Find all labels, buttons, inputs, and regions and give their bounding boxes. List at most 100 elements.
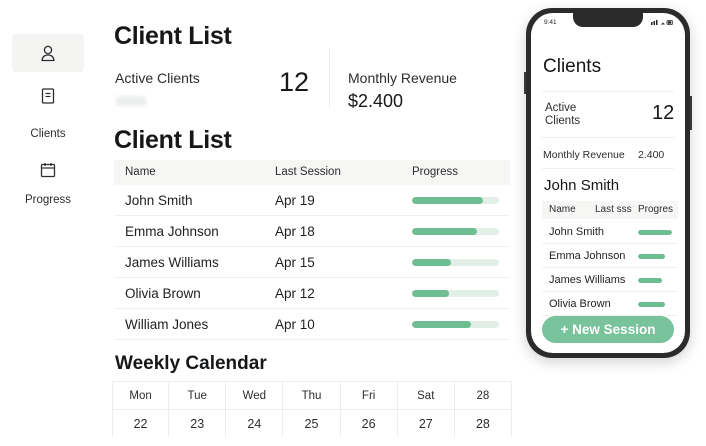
calendar-date[interactable]: 27 <box>398 410 455 437</box>
last-session: Apr 19 <box>275 193 315 208</box>
calendar-date[interactable]: 23 <box>169 410 227 437</box>
phone-notch <box>573 13 643 27</box>
phone-client-name: Emma Johnson <box>549 250 626 262</box>
phone-volume-button <box>524 72 526 94</box>
client-list-title: Client List <box>114 126 232 154</box>
stat-divider <box>329 48 330 108</box>
calendar-day-header: Tue <box>169 382 227 409</box>
phone-list-item[interactable]: John Smith <box>542 220 678 244</box>
calendar-date[interactable]: 22 <box>112 410 170 437</box>
calendar-date[interactable]: 24 <box>226 410 284 437</box>
calendar-date[interactable]: 25 <box>283 410 341 437</box>
calendar-day-header: 28 <box>455 382 512 409</box>
progress-bar-fill <box>412 228 478 235</box>
table-header: Name Last Session Progress <box>114 160 510 185</box>
calendar-icon <box>40 163 56 178</box>
weekly-calendar-title: Weekly Calendar <box>115 353 267 374</box>
phone-column-header-last-session: Last sss <box>595 204 632 215</box>
calendar-day-header: Sat <box>398 382 455 409</box>
phone-screen: 9:41 Clients Active Clients 12 Monthly R… <box>531 13 685 353</box>
phone-active-clients-label: Active Clients <box>545 102 581 127</box>
sidebar-item-profile[interactable] <box>12 34 84 72</box>
phone-progress-bar-fill <box>638 278 662 283</box>
phone-status-icons <box>651 20 673 25</box>
calendar-day-header: Thu <box>283 382 341 409</box>
table-row[interactable]: James Williams Apr 15 <box>114 247 510 278</box>
phone-table-header: Name Last sss Progres <box>542 201 678 219</box>
progress-bar-fill <box>412 290 449 297</box>
client-name: Emma Johnson <box>125 224 219 239</box>
progress-bar-fill <box>412 197 484 204</box>
phone-divider <box>542 168 674 169</box>
last-session: Apr 15 <box>275 255 315 270</box>
active-clients-value: 12 <box>279 67 310 97</box>
column-header-name[interactable]: Name <box>125 166 156 178</box>
phone-monthly-revenue-value: 2.400 <box>638 149 665 161</box>
client-name: James Williams <box>125 255 219 270</box>
client-name: William Jones <box>125 317 209 332</box>
phone-progress-bar <box>638 302 672 307</box>
table-row[interactable]: William Jones Apr 10 <box>114 309 510 340</box>
phone-page-title: Clients <box>543 56 602 77</box>
last-session: Apr 10 <box>275 317 315 332</box>
last-session: Apr 18 <box>275 224 315 239</box>
phone-column-header-progress: Progres <box>638 204 674 215</box>
phone-progress-bar <box>638 254 672 259</box>
page-title: Client List <box>114 22 232 50</box>
sidebar-item-label: Progress <box>24 194 72 206</box>
progress-bar <box>412 228 499 235</box>
user-icon <box>41 45 55 62</box>
column-header-last-session[interactable]: Last Session <box>275 166 341 178</box>
phone-monthly-revenue-label: Monthly Revenue <box>543 149 625 161</box>
phone-progress-bar-fill <box>638 254 666 259</box>
sidebar-item-label: Clients <box>30 128 66 140</box>
last-session: Apr 12 <box>275 286 315 301</box>
client-name: Olivia Brown <box>125 286 201 301</box>
phone-list-item[interactable]: Emma Johnson <box>542 244 678 268</box>
phone-featured-client: John Smith <box>544 177 620 194</box>
progress-bar-fill <box>412 321 472 328</box>
active-clients-label: Active Clients <box>115 70 200 86</box>
calendar-day-header: Mon <box>112 382 170 409</box>
table-row[interactable]: John Smith Apr 19 <box>114 185 510 216</box>
active-clients-sublabel <box>116 96 146 106</box>
column-header-progress[interactable]: Progress <box>412 166 459 178</box>
sidebar-item-clients[interactable]: Clients <box>12 84 84 148</box>
calendar-date[interactable]: 28 <box>455 410 512 437</box>
progress-bar <box>412 197 499 204</box>
progress-bar <box>412 290 499 297</box>
table-row[interactable]: Emma Johnson Apr 18 <box>114 216 510 247</box>
calendar-day-header: Wed <box>226 382 284 409</box>
sidebar-item-progress[interactable]: Progress <box>12 160 84 212</box>
new-session-button[interactable]: + New Session <box>542 316 674 343</box>
phone-client-name: Olivia Brown <box>549 298 611 310</box>
phone-progress-bar-fill <box>638 230 672 235</box>
phone-power-button <box>690 96 692 130</box>
document-icon <box>41 88 55 104</box>
phone-column-header-name: Name <box>549 204 576 215</box>
progress-bar-fill <box>412 259 452 266</box>
phone-clock: 9:41 <box>544 19 557 26</box>
monthly-revenue-value: $2.400 <box>348 91 404 111</box>
calendar-day-header: Fri <box>341 382 398 409</box>
calendar-date[interactable]: 26 <box>341 410 398 437</box>
sidebar: Clients Progress <box>0 0 96 446</box>
client-name: John Smith <box>125 193 193 208</box>
table-row[interactable]: Olivia Brown Apr 12 <box>114 278 510 309</box>
phone-divider <box>542 91 674 92</box>
phone-active-clients-value: 12 <box>652 102 675 124</box>
phone-list-item[interactable]: Olivia Brown <box>542 292 678 316</box>
phone-progress-bar <box>638 230 672 235</box>
progress-bar <box>412 259 499 266</box>
phone-progress-bar-fill <box>638 302 666 307</box>
phone-list-item[interactable]: James Williams <box>542 268 678 292</box>
weekly-calendar: Mon Tue Wed Thu Fri Sat 28 22 23 24 25 26 27 28 <box>112 381 512 437</box>
phone-client-name: John Smith <box>549 226 605 238</box>
phone-progress-bar <box>638 278 672 283</box>
phone-mockup: 9:41 Clients Active Clients 12 Monthly R… <box>524 8 692 358</box>
phone-divider <box>542 137 674 138</box>
monthly-revenue-label: Monthly Revenue <box>348 70 457 86</box>
progress-bar <box>412 321 499 328</box>
phone-client-name: James Williams <box>549 274 626 286</box>
client-table: Name Last Session Progress John Smith Apr… <box>114 160 510 340</box>
